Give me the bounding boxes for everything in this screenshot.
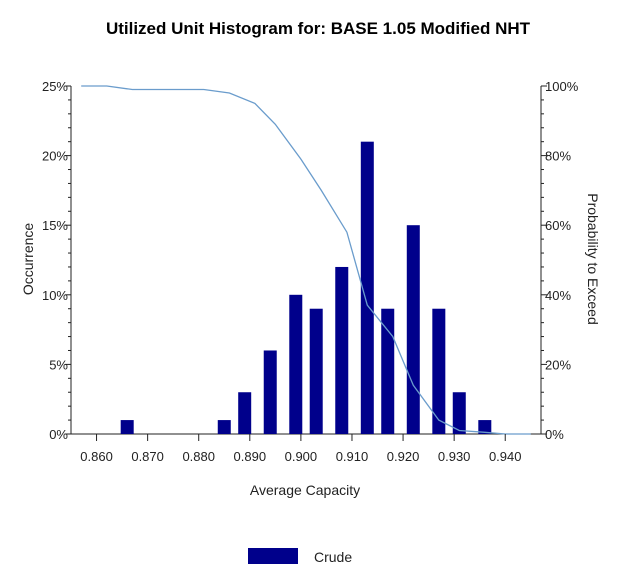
histogram-bar [452, 392, 466, 434]
probability-line-series [81, 85, 531, 435]
right-tick-label: 0% [545, 427, 564, 442]
x-tick-label: 0.860 [80, 449, 113, 464]
legend-label-crude: Crude [314, 549, 352, 565]
histogram-bar [120, 420, 134, 434]
right-tick-label: 80% [545, 149, 571, 164]
left-y-axis: 0% 5% 10% 15% 20% 25% [42, 79, 72, 442]
left-tick-label: 5% [49, 357, 68, 372]
left-tick-label: 10% [42, 288, 68, 303]
chart-title: Utilized Unit Histogram for: BASE 1.05 M… [106, 19, 531, 38]
probability-to-exceed-line [81, 85, 531, 435]
histogram-bar [360, 141, 374, 434]
x-tick-label: 0.910 [336, 449, 369, 464]
right-tick-label: 100% [545, 79, 579, 94]
x-tick-label: 0.870 [131, 449, 164, 464]
left-tick-label: 25% [42, 79, 68, 94]
histogram-bar [478, 420, 492, 434]
x-tick-label: 0.890 [234, 449, 267, 464]
bar-series [120, 141, 492, 434]
x-axis-label: Average Capacity [250, 482, 360, 498]
histogram-bar [432, 308, 446, 434]
left-tick-label: 20% [42, 149, 68, 164]
legend: Crude [248, 548, 352, 565]
histogram-bar [381, 308, 395, 434]
right-tick-label: 60% [545, 218, 571, 233]
histogram-bar [263, 350, 277, 434]
right-y-axis-label: Probability to Exceed [585, 193, 601, 325]
left-tick-label: 0% [49, 427, 68, 442]
x-tick-label: 0.900 [285, 449, 318, 464]
x-tick-label: 0.880 [182, 449, 215, 464]
x-tick-label: 0.920 [387, 449, 420, 464]
left-y-axis-label: Occurrence [20, 223, 36, 296]
x-axis: 0.860 0.870 0.880 0.890 0.900 0.910 0.920 0.930… [80, 434, 522, 464]
histogram-bar [217, 420, 231, 434]
right-tick-label: 40% [545, 288, 571, 303]
right-y-axis: 0% 20% 40% 60% 80% 100% [540, 79, 579, 442]
right-tick-label: 20% [545, 357, 571, 372]
histogram-bar [289, 294, 303, 434]
histogram-bar [238, 392, 252, 434]
legend-swatch-crude [248, 548, 298, 564]
histogram-bar [406, 225, 420, 434]
x-tick-label: 0.930 [438, 449, 471, 464]
x-tick-label: 0.940 [489, 449, 522, 464]
histogram-bar [309, 308, 323, 434]
histogram-bar [335, 266, 349, 434]
left-tick-label: 15% [42, 218, 68, 233]
